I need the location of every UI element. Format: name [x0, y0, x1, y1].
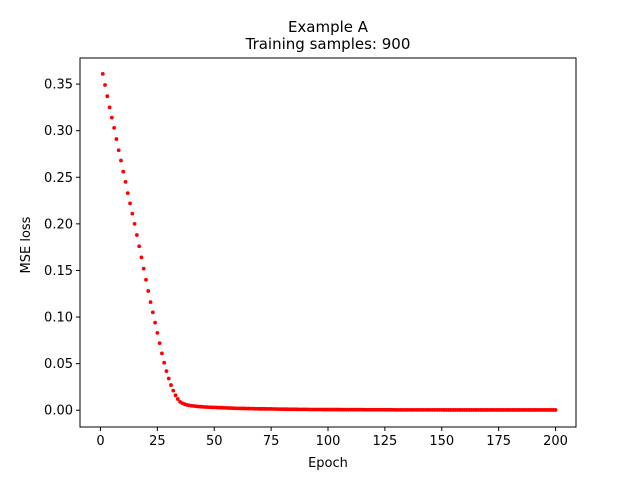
data-point: [144, 277, 148, 282]
y-tick-label: 0.30: [44, 124, 73, 139]
data-point: [100, 71, 105, 76]
x-tick-label: 25: [149, 434, 166, 449]
y-tick-label: 0.25: [44, 171, 73, 186]
x-tick-label: 200: [543, 434, 568, 449]
x-tick-label: 125: [372, 434, 397, 449]
y-tick-label: 0.05: [44, 357, 73, 372]
chart-title: Example A: [288, 18, 369, 36]
data-point: [164, 369, 169, 373]
data-point: [139, 255, 144, 260]
data-point: [175, 397, 180, 401]
data-point: [116, 148, 121, 153]
y-tick-label: 0.10: [44, 311, 73, 326]
data-point: [132, 221, 137, 226]
y-tick-label: 0.20: [44, 217, 73, 232]
data-point: [169, 383, 173, 387]
data-point: [112, 125, 117, 130]
data-point: [119, 158, 123, 163]
y-tick-label: 0.00: [44, 404, 73, 419]
data-point: [125, 191, 130, 196]
data-point: [153, 320, 157, 325]
data-point: [157, 341, 162, 346]
x-tick-label: 50: [206, 434, 223, 449]
chart-subtitle: Training samples: 900: [245, 35, 411, 53]
data-point: [121, 169, 126, 174]
data-point: [146, 289, 151, 293]
data-point: [150, 310, 155, 315]
x-tick-label: 75: [263, 434, 280, 449]
data-point: [137, 244, 142, 249]
data-point: [148, 300, 153, 305]
data-point: [173, 393, 178, 398]
y-tick-label: 0.15: [44, 264, 73, 279]
data-point: [114, 137, 119, 141]
data-point: [123, 180, 128, 184]
x-axis-label: Epoch: [308, 456, 348, 471]
data-series: [100, 71, 558, 412]
data-point: [166, 376, 171, 381]
x-tick-label: 0: [96, 434, 104, 449]
data-point: [155, 330, 160, 335]
x-tick-label: 100: [316, 434, 341, 449]
data-point: [171, 388, 176, 393]
y-axis-label: MSE loss: [19, 216, 34, 273]
data-point: [130, 211, 135, 216]
data-point: [107, 105, 112, 110]
data-point: [134, 233, 139, 237]
plot-area: 0 25 50 75 100 125 150 175 200 0.00 0.05 0.10 0.15 0.…: [44, 57, 577, 449]
data-point: [128, 201, 132, 206]
data-point: [141, 266, 146, 271]
y-tick-label: 0.35: [44, 78, 73, 93]
data-point: [553, 408, 558, 412]
x-tick-label: 150: [429, 434, 454, 449]
data-point: [160, 351, 164, 356]
data-point: [103, 83, 107, 87]
data-point: [105, 94, 110, 99]
data-point: [162, 360, 167, 365]
x-tick-label: 175: [486, 434, 511, 449]
data-point: [109, 115, 114, 120]
